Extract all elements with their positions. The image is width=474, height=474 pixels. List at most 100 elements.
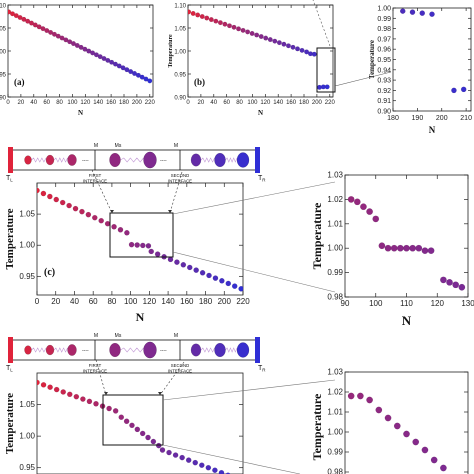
x-tick-label: 200 [218, 297, 232, 306]
data-point [105, 57, 111, 63]
chain-diagram-1: ---- ----M Ms MTL TRFIRSTINTERFACESECONDINTE… [6, 143, 266, 214]
label-m-right: M [174, 143, 178, 149]
data-point [179, 454, 185, 461]
y-tick-label: 1.00 [0, 50, 7, 56]
data-point [59, 199, 66, 206]
x-tick-label: 190 [412, 115, 424, 122]
data-point [172, 452, 179, 458]
second-interface-label: INTERFACE [168, 179, 192, 184]
data-point [66, 202, 72, 209]
data-point [399, 8, 406, 14]
y-tick-label: 1.02 [327, 195, 343, 204]
spring [120, 157, 144, 163]
label-m-left: M [94, 333, 98, 339]
data-point [429, 11, 435, 17]
data-point [40, 190, 47, 197]
mass-bead [143, 151, 157, 169]
data-point [140, 242, 146, 249]
second-interface-label: INTERFACE [168, 369, 192, 374]
chart-d_zoom: 0.98 0.99 1.00 1.01 1.02 1.03 Temperature [310, 368, 469, 474]
y-tick-label: 1.00 [19, 241, 35, 250]
data-point [375, 406, 383, 414]
y-tick-label: 0.99 [377, 16, 391, 23]
interface-arrow [169, 171, 183, 214]
y-tick-label: 0.99 [327, 268, 343, 277]
x-tick-label: 40 [30, 100, 37, 106]
label-t-left: TL [6, 365, 13, 373]
mass-bead [214, 152, 226, 168]
data-point [55, 33, 61, 39]
interface-arrowhead [110, 210, 114, 213]
y-tick-label: 0.98 [327, 293, 343, 302]
y-tick-label: 1.03 [327, 171, 343, 180]
y-tick-label: 1.05 [0, 27, 7, 33]
data-point [128, 69, 134, 75]
x-tick-label: 180 [199, 297, 213, 306]
zoom-box-c [109, 212, 174, 258]
data-point [409, 9, 416, 15]
x-tick-label: 210 [460, 115, 472, 122]
data-point [80, 396, 86, 402]
x-tick-label: 20 [51, 297, 60, 306]
data-point [132, 70, 137, 76]
x-tick-label: 120 [143, 297, 157, 306]
ellipsis-1: ---- [82, 158, 89, 164]
label-ms: Ms [115, 143, 122, 149]
data-point [159, 447, 166, 453]
y-tick-label: 0.95 [19, 272, 35, 281]
label-t-right: TR [258, 175, 266, 183]
data-point [116, 63, 122, 69]
y-tick-label: 0.94 [377, 67, 391, 74]
data-point [32, 22, 38, 28]
chart-b_zoom: 0.90 0.91 0.92 0.93 0.94 0.95 0.96 0.97 0.98 0.99… [368, 6, 472, 136]
x-tick-label: 100 [247, 100, 258, 106]
second-interface-label: SECOND [171, 363, 189, 368]
x-tick-label: 140 [161, 297, 175, 306]
data-point [48, 29, 54, 35]
data-point [446, 279, 453, 286]
zoom-box-b [316, 47, 336, 93]
plot-frame [392, 7, 472, 112]
y-tick-label: 1.00 [377, 6, 391, 13]
data-point [53, 386, 60, 393]
data-point [238, 286, 243, 292]
data-point [295, 46, 300, 52]
data-point [79, 208, 85, 215]
data-point [134, 426, 141, 433]
y-axis-label: Temperature [368, 40, 376, 79]
y-tick-label: 1.00 [327, 428, 343, 437]
data-point [148, 248, 154, 255]
y-tick-label: 0.91 [377, 98, 391, 105]
x-tick-label: 80 [56, 100, 63, 106]
x-tick-label: 180 [119, 100, 130, 106]
reservoir-left [8, 147, 13, 173]
data-point [254, 32, 260, 38]
data-point [440, 464, 447, 472]
data-point [112, 408, 119, 414]
data-point [104, 220, 111, 227]
data-point [40, 382, 47, 388]
y-tick-label: 0.98 [377, 26, 391, 33]
data-point [44, 28, 50, 33]
x-tick-label: 160 [286, 100, 297, 106]
x-tick-label: 180 [299, 100, 310, 106]
x-axis-label: N [78, 109, 83, 117]
data-point [193, 267, 199, 273]
x-tick-label: 200 [436, 115, 448, 122]
data-point [188, 9, 192, 15]
data-point [128, 241, 135, 248]
data-point [199, 14, 205, 19]
x-tick-label: 40 [70, 297, 79, 306]
data-point [111, 223, 117, 230]
x-tick-label: 200 [312, 100, 323, 106]
data-point [347, 196, 355, 203]
mass-bead [45, 154, 55, 166]
y-tick-label: 1.00 [327, 244, 343, 253]
data-point [166, 449, 172, 456]
data-point [120, 65, 126, 71]
x-tick-label: 0 [6, 100, 10, 106]
data-point [204, 15, 210, 21]
y-tick-label: 0.93 [377, 78, 391, 85]
x-tick-label: 200 [132, 100, 143, 106]
label-t-left-sub: L [10, 368, 13, 373]
